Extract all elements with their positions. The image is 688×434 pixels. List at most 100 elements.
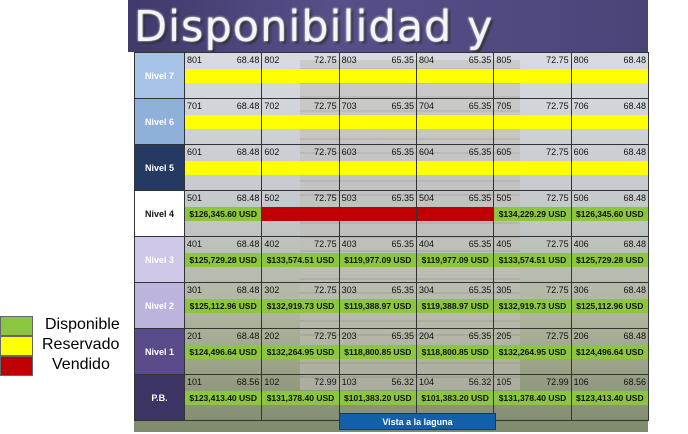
unit-number: 803	[341, 55, 357, 65]
unit-cell[interactable]: 602 72.75	[262, 145, 340, 191]
unit-cell[interactable]: 406 68.48 $125,729.28 USD	[571, 237, 649, 283]
level-label: Nivel 6	[135, 99, 185, 145]
legend-item-vendido: Vendido	[0, 356, 140, 376]
unit-cell[interactable]: 401 68.48 $125,729.28 USD	[185, 237, 263, 283]
unit-number: 506	[573, 193, 589, 203]
unit-number: 705	[496, 101, 512, 111]
unit-number: 405	[496, 239, 512, 249]
unit-cell[interactable]: 806 68.48	[571, 53, 649, 99]
unit-area: 65.35	[468, 285, 492, 295]
unit-area: 68.48	[236, 331, 260, 341]
unit-cell[interactable]: 501 68.48 $126,345.60 USD	[185, 191, 263, 237]
unit-cell[interactable]: 601 68.48	[185, 145, 263, 191]
unit-cell[interactable]: 306 68.48 $125,112.96 USD	[571, 283, 649, 329]
unit-status-bar: $119,388.97 USD	[339, 299, 416, 313]
unit-cell[interactable]: 204 65.35 $118,800.85 USD	[416, 329, 495, 375]
unit-status-bar: $123,413.40 USD	[185, 391, 262, 405]
unit-cell[interactable]: 201 68.48 $124,496.64 USD	[185, 329, 263, 375]
unit-number: 304	[418, 285, 435, 295]
unit-status-bar	[494, 161, 571, 175]
unit-cell[interactable]: 505 72.75 $134,229.29 USD	[494, 191, 572, 237]
unit-area: 72.75	[546, 331, 569, 341]
unit-cell[interactable]: 603 65.35	[339, 145, 417, 191]
unit-cell[interactable]: 405 72.75 $133,574.51 USD	[494, 237, 572, 283]
unit-cell[interactable]: 604 65.35	[416, 145, 495, 191]
unit-cell[interactable]: 702 72.75	[262, 99, 340, 145]
unit-area: 72.75	[314, 331, 337, 341]
unit-cell[interactable]: 803 65.35	[339, 53, 417, 99]
unit-number: 104	[418, 377, 435, 387]
unit-cell[interactable]: 703 65.35	[339, 99, 417, 145]
unit-number: 203	[341, 331, 357, 341]
unit-cell[interactable]: 203 65.35 $118,800.85 USD	[339, 329, 417, 375]
unit-area: 68.48	[236, 147, 260, 157]
unit-cell[interactable]: 404 65.35 $119,977.09 USD	[416, 237, 495, 283]
unit-cell[interactable]: 302 72.75 $132,919.73 USD	[262, 283, 340, 329]
unit-cell[interactable]: 106 68.56 $123,413.40 USD	[571, 375, 649, 421]
unit-cell[interactable]: 802 72.75	[262, 53, 340, 99]
unit-number: 202	[264, 331, 280, 341]
unit-area: 72.75	[546, 285, 569, 295]
unit-area: 68.48	[623, 239, 646, 249]
unit-cell[interactable]: 704 65.35	[416, 99, 495, 145]
legend-label-reservado: Reservado	[42, 336, 120, 353]
level-label: Nivel 5	[135, 145, 185, 191]
unit-cell[interactable]: 206 68.48 $124,496.64 USD	[571, 329, 649, 375]
level-label: Nivel 7	[135, 53, 185, 99]
unit-cell[interactable]: 102 72.99 $131,378.40 USD	[262, 375, 340, 421]
unit-cell[interactable]: 504 65.35	[416, 191, 495, 237]
unit-area: 68.48	[236, 55, 260, 65]
unit-area: 65.35	[391, 147, 414, 157]
unit-area: 68.48	[236, 239, 260, 249]
unit-cell[interactable]: 804 65.35	[416, 53, 495, 99]
unit-cell[interactable]: 805 72.75	[494, 53, 572, 99]
unit-cell[interactable]: 101 68.56 $123,413.40 USD	[185, 375, 263, 421]
unit-status-bar	[185, 161, 262, 175]
unit-cell[interactable]: 301 68.48 $125,112.96 USD	[185, 283, 263, 329]
unit-cell[interactable]: 503 65.35	[339, 191, 417, 237]
unit-cell[interactable]: 506 68.48 $126,345.60 USD	[571, 191, 649, 237]
unit-cell[interactable]: 205 72.75 $132,264.95 USD	[494, 329, 572, 375]
unit-number: 604	[418, 147, 435, 157]
unit-number: 805	[496, 55, 512, 65]
unit-cell[interactable]: 402 72.75 $133,574.51 USD	[262, 237, 340, 283]
unit-number: 302	[264, 285, 280, 295]
level-label: Nivel 4	[135, 191, 185, 237]
unit-area: 65.35	[391, 239, 414, 249]
unit-cell[interactable]: 202 72.75 $132,264.95 USD	[262, 329, 340, 375]
unit-status-bar	[262, 69, 339, 83]
unit-cell[interactable]: 305 72.75 $132,919.73 USD	[494, 283, 572, 329]
unit-area: 68.48	[623, 147, 646, 157]
unit-cell[interactable]: 303 65.35 $119,388.97 USD	[339, 283, 417, 329]
unit-cell[interactable]: 403 65.35 $119,977.09 USD	[339, 237, 417, 283]
unit-status-bar: $133,574.51 USD	[494, 253, 571, 267]
unit-area: 68.48	[236, 101, 260, 111]
unit-status-bar	[339, 115, 416, 129]
unit-status-bar	[339, 207, 416, 221]
unit-status-bar: $125,729.28 USD	[571, 253, 648, 267]
unit-number: 801	[187, 55, 203, 65]
unit-cell[interactable]: 606 68.48	[571, 145, 649, 191]
unit-status-bar	[416, 115, 494, 129]
unit-number: 401	[187, 239, 203, 249]
unit-cell[interactable]: 701 68.48	[185, 99, 263, 145]
unit-area: 68.56	[236, 377, 260, 387]
unit-number: 404	[418, 239, 435, 249]
unit-cell[interactable]: 705 72.75	[494, 99, 572, 145]
unit-number: 402	[264, 239, 280, 249]
unit-area: 72.75	[546, 101, 569, 111]
unit-number: 503	[341, 193, 357, 203]
unit-area: 68.48	[236, 193, 260, 203]
unit-cell[interactable]: 801 68.48	[185, 53, 263, 99]
unit-status-bar: $125,112.96 USD	[571, 299, 648, 313]
unit-status-bar: $123,413.40 USD	[571, 391, 648, 405]
unit-cell[interactable]: 304 65.35 $119,388.97 USD	[416, 283, 495, 329]
unit-cell[interactable]: 605 72.75	[494, 145, 572, 191]
unit-number: 305	[496, 285, 512, 295]
unit-number: 101	[187, 377, 203, 387]
unit-cell[interactable]: 706 68.48	[571, 99, 649, 145]
unit-cell[interactable]: 502 72.75	[262, 191, 340, 237]
unit-status-bar	[262, 161, 339, 175]
unit-status-bar: $132,264.95 USD	[262, 345, 339, 359]
unit-cell[interactable]: 105 72.99 $131,378.40 USD	[494, 375, 572, 421]
